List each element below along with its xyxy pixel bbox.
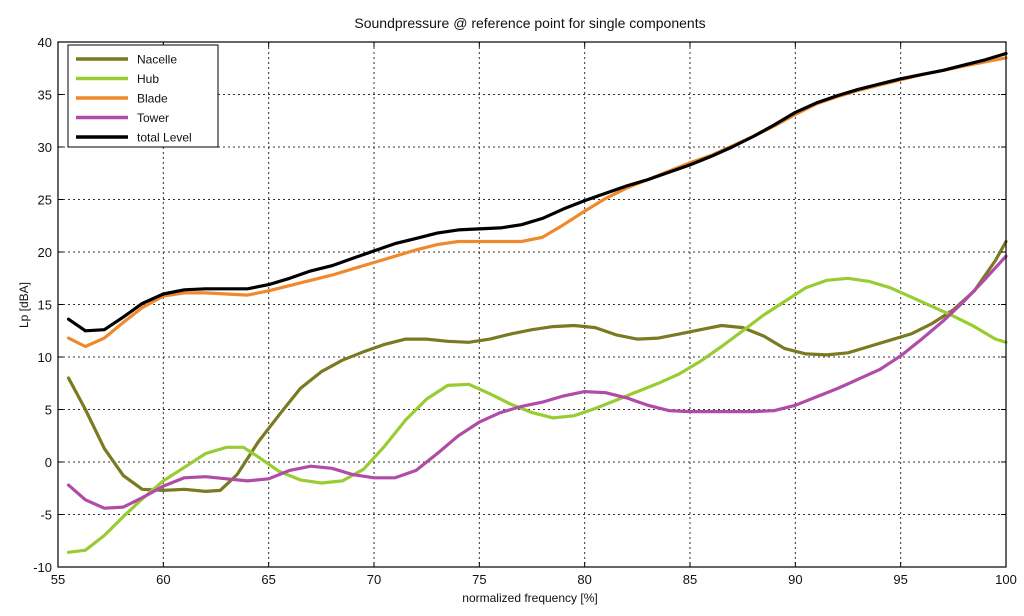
x-tick-label: 65 — [261, 572, 275, 587]
legend-label-hub: Hub — [137, 72, 159, 86]
y-tick-label: -5 — [40, 508, 52, 523]
legend-label-blade: Blade — [137, 92, 168, 106]
chart-title: Soundpressure @ reference point for sing… — [354, 15, 705, 31]
series-line-hub — [66, 276, 1008, 554]
y-tick-label: 20 — [38, 245, 52, 260]
y-tick-label: 35 — [38, 88, 52, 103]
y-tick-label: 10 — [38, 350, 52, 365]
y-tick-label: 5 — [45, 403, 52, 418]
y-tick-label: 0 — [45, 455, 52, 470]
x-tick-label: 85 — [683, 572, 697, 587]
y-tick-label: 40 — [38, 35, 52, 50]
y-tick-label: 15 — [38, 298, 52, 313]
series-line-total-level — [66, 51, 1008, 333]
y-tick-label: 30 — [38, 140, 52, 155]
x-tick-label: 60 — [156, 572, 170, 587]
x-tick-label: 70 — [367, 572, 381, 587]
y-tick-label: 25 — [38, 193, 52, 208]
series-group — [66, 51, 1008, 554]
x-axis-title: normalized frequency [%] — [462, 591, 597, 605]
series-line-nacelle — [66, 239, 1008, 493]
legend-label-total-level: total Level — [137, 131, 192, 145]
y-axis-title: Lp [dBA] — [17, 282, 31, 328]
legend-box — [67, 44, 219, 148]
series-line-tower — [66, 254, 1008, 510]
y-tick-label: -10 — [33, 560, 52, 575]
x-axis-ticks: 55 60 65 70 75 80 85 90 95 100 — [51, 42, 1017, 587]
x-tick-label: 75 — [472, 572, 486, 587]
x-tick-label: 95 — [893, 572, 907, 587]
legend: Nacelle Hub Blade Tower total Level — [67, 44, 219, 148]
x-tick-label: 100 — [995, 572, 1017, 587]
legend-label-tower: Tower — [137, 111, 169, 125]
x-tick-label: 80 — [577, 572, 591, 587]
x-tick-label: 90 — [788, 572, 802, 587]
legend-label-nacelle: Nacelle — [137, 53, 177, 67]
y-axis-ticks: -10 -5 0 5 10 15 20 25 30 35 40 — [33, 35, 1006, 575]
x-tick-label: 55 — [51, 572, 65, 587]
